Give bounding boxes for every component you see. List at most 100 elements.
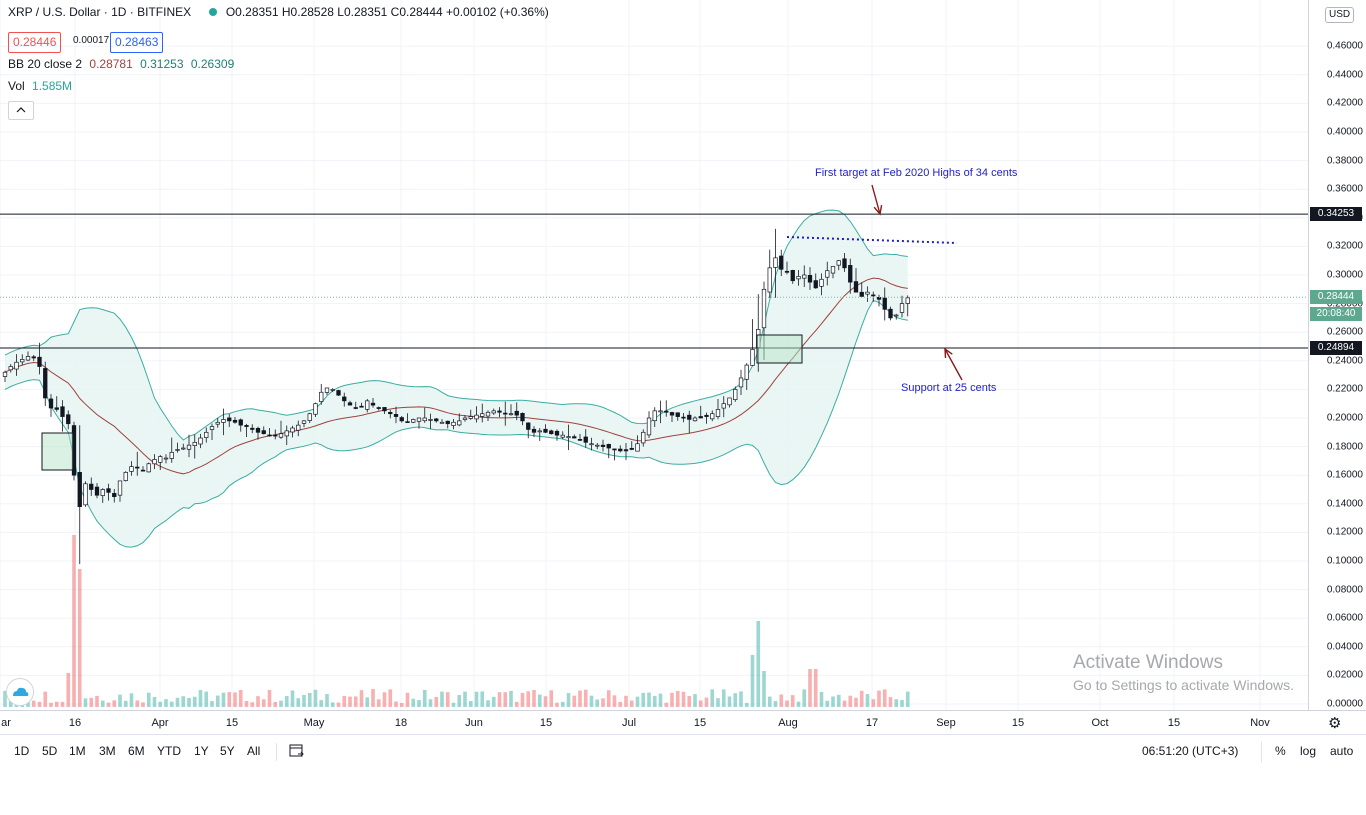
candle xyxy=(163,454,169,464)
candle xyxy=(94,483,100,499)
volume-bar xyxy=(716,698,720,707)
candle-body xyxy=(342,396,347,402)
range-button-all[interactable]: All xyxy=(247,744,261,758)
range-button-1y[interactable]: 1Y xyxy=(194,744,209,758)
candle-body xyxy=(347,402,353,406)
volume-bar xyxy=(526,691,531,707)
time-axis-label: 15 xyxy=(539,717,553,729)
volume-bar xyxy=(629,700,634,707)
candle xyxy=(25,351,31,362)
candle xyxy=(43,361,48,406)
volume-bar xyxy=(192,696,197,707)
chart-pane[interactable]: XRP / U.S. Dollar · 1D · BITFINEX O0.283… xyxy=(0,0,1308,710)
sell-price-button[interactable]: 0.28446 xyxy=(8,32,62,53)
bb-basis-value: 0.28781 xyxy=(89,57,133,71)
collapse-legend-button[interactable] xyxy=(8,101,34,120)
candle xyxy=(480,403,485,423)
range-button-5y[interactable]: 5Y xyxy=(220,744,235,758)
candle xyxy=(319,383,324,405)
price-axis[interactable]: USD 0.46000 0.44000 0.42000 0.40000 0.38000 0… xyxy=(1308,0,1366,710)
candle-body xyxy=(836,260,841,266)
range-button-1m[interactable]: 1M xyxy=(69,744,86,758)
candle xyxy=(324,387,330,395)
candle-body xyxy=(388,411,393,415)
candle xyxy=(692,416,698,422)
candle xyxy=(526,422,531,439)
candle-body xyxy=(462,417,468,420)
price-axis-label: 0.12000 xyxy=(1326,526,1363,538)
volume-bar xyxy=(698,700,703,707)
volume-bar xyxy=(89,697,94,707)
candle-body xyxy=(163,457,169,460)
candle xyxy=(675,412,680,421)
support-annotation[interactable]: Support at 25 cents xyxy=(901,382,997,394)
dotted-trendline xyxy=(786,236,958,244)
time-axis-label: Nov xyxy=(1250,717,1270,729)
candle xyxy=(434,417,439,423)
last-price-badge: 0.28444 xyxy=(1310,290,1362,304)
candle-body xyxy=(89,483,94,490)
time-axis-label: Aug xyxy=(778,717,798,729)
range-button-ytd[interactable]: YTD xyxy=(157,744,181,758)
volume-bar xyxy=(244,700,249,707)
range-button-5d[interactable]: 5D xyxy=(42,744,58,758)
candle xyxy=(710,410,715,422)
candle-body xyxy=(457,420,462,426)
range-button-6m[interactable]: 6M xyxy=(128,744,145,758)
candle xyxy=(652,407,657,428)
candle-body xyxy=(497,410,502,413)
target-annotation[interactable]: First target at Feb 2020 Highs of 34 cen… xyxy=(815,167,1018,179)
price-axis-label: 0.44000 xyxy=(1326,69,1363,81)
tradingview-logo[interactable] xyxy=(6,678,34,706)
candle xyxy=(445,420,450,429)
candle xyxy=(485,410,491,421)
candle-body xyxy=(313,403,318,415)
candle xyxy=(399,416,404,423)
candle-body xyxy=(606,444,611,449)
percent-scale-toggle[interactable]: % xyxy=(1275,744,1286,758)
volume-bar xyxy=(164,699,168,707)
candle xyxy=(842,252,847,272)
candle xyxy=(89,477,94,496)
candle-body xyxy=(434,418,439,422)
windows-activation-watermark: Activate Windows Go to Settings to activ… xyxy=(1073,652,1294,693)
candle xyxy=(698,405,703,419)
range-button-3m[interactable]: 3M xyxy=(99,744,116,758)
candle-body xyxy=(681,416,686,419)
candle-body xyxy=(761,288,767,329)
toolbar-divider xyxy=(1261,742,1262,762)
resistance-level-badge: 0.34253 xyxy=(1310,207,1362,221)
timezone-clock[interactable]: 06:51:20 (UTC+3) xyxy=(1142,744,1239,758)
candle xyxy=(359,402,364,408)
bb-indicator-row[interactable]: BB 20 close 2 0.28781 0.31253 0.26309 xyxy=(8,57,234,71)
log-scale-toggle[interactable]: log xyxy=(1300,744,1317,758)
candle xyxy=(612,448,617,461)
candle xyxy=(278,420,284,439)
candle-body xyxy=(779,255,784,270)
symbol-title[interactable]: XRP / U.S. Dollar · 1D · BITFINEX xyxy=(8,5,192,19)
auto-scale-toggle[interactable]: auto xyxy=(1330,744,1354,758)
price-chart-svg[interactable] xyxy=(0,0,1308,710)
volume-bar xyxy=(796,701,801,707)
buy-price-button[interactable]: 0.28463 xyxy=(110,32,164,53)
candle-body xyxy=(135,466,140,469)
candle xyxy=(704,412,709,424)
candle xyxy=(106,483,111,501)
volume-bar xyxy=(181,696,186,707)
time-axis[interactable]: ar 16 Apr 15 May 18 Jun 15 Jul 15 Aug 17 Sep 15 Oct 15 N… xyxy=(0,710,1366,735)
range-button-1d[interactable]: 1D xyxy=(14,744,30,758)
go-to-date-icon[interactable] xyxy=(289,743,305,759)
volume-indicator-row[interactable]: Vol 1.585M xyxy=(8,79,72,93)
volume-value: 1.585M xyxy=(32,79,73,93)
candle-body xyxy=(842,258,847,269)
volume-bar xyxy=(54,701,59,707)
candle-body xyxy=(537,430,542,433)
highlight-box-august xyxy=(756,334,803,364)
candle xyxy=(583,429,588,448)
volume-bar xyxy=(670,692,674,707)
currency-badge[interactable]: USD xyxy=(1325,7,1355,23)
volume-bar xyxy=(353,696,358,707)
gear-icon[interactable]: ⚙ xyxy=(1328,715,1342,732)
candle-body xyxy=(589,443,594,446)
candle xyxy=(376,406,381,411)
